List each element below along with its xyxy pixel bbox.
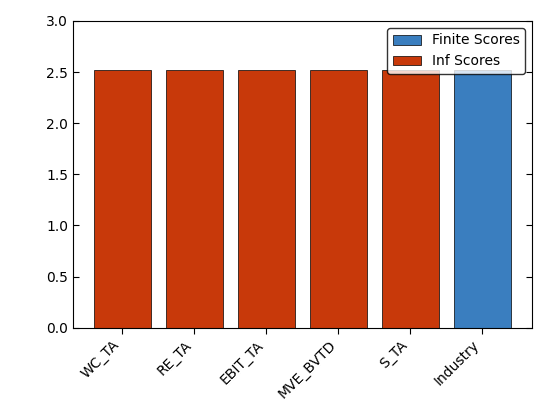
Bar bbox=[310, 70, 367, 328]
Bar bbox=[237, 70, 295, 328]
Bar bbox=[454, 70, 511, 328]
Bar bbox=[166, 70, 223, 328]
Bar bbox=[94, 70, 151, 328]
Bar bbox=[381, 70, 439, 328]
Legend: Finite Scores, Inf Scores: Finite Scores, Inf Scores bbox=[387, 28, 525, 74]
